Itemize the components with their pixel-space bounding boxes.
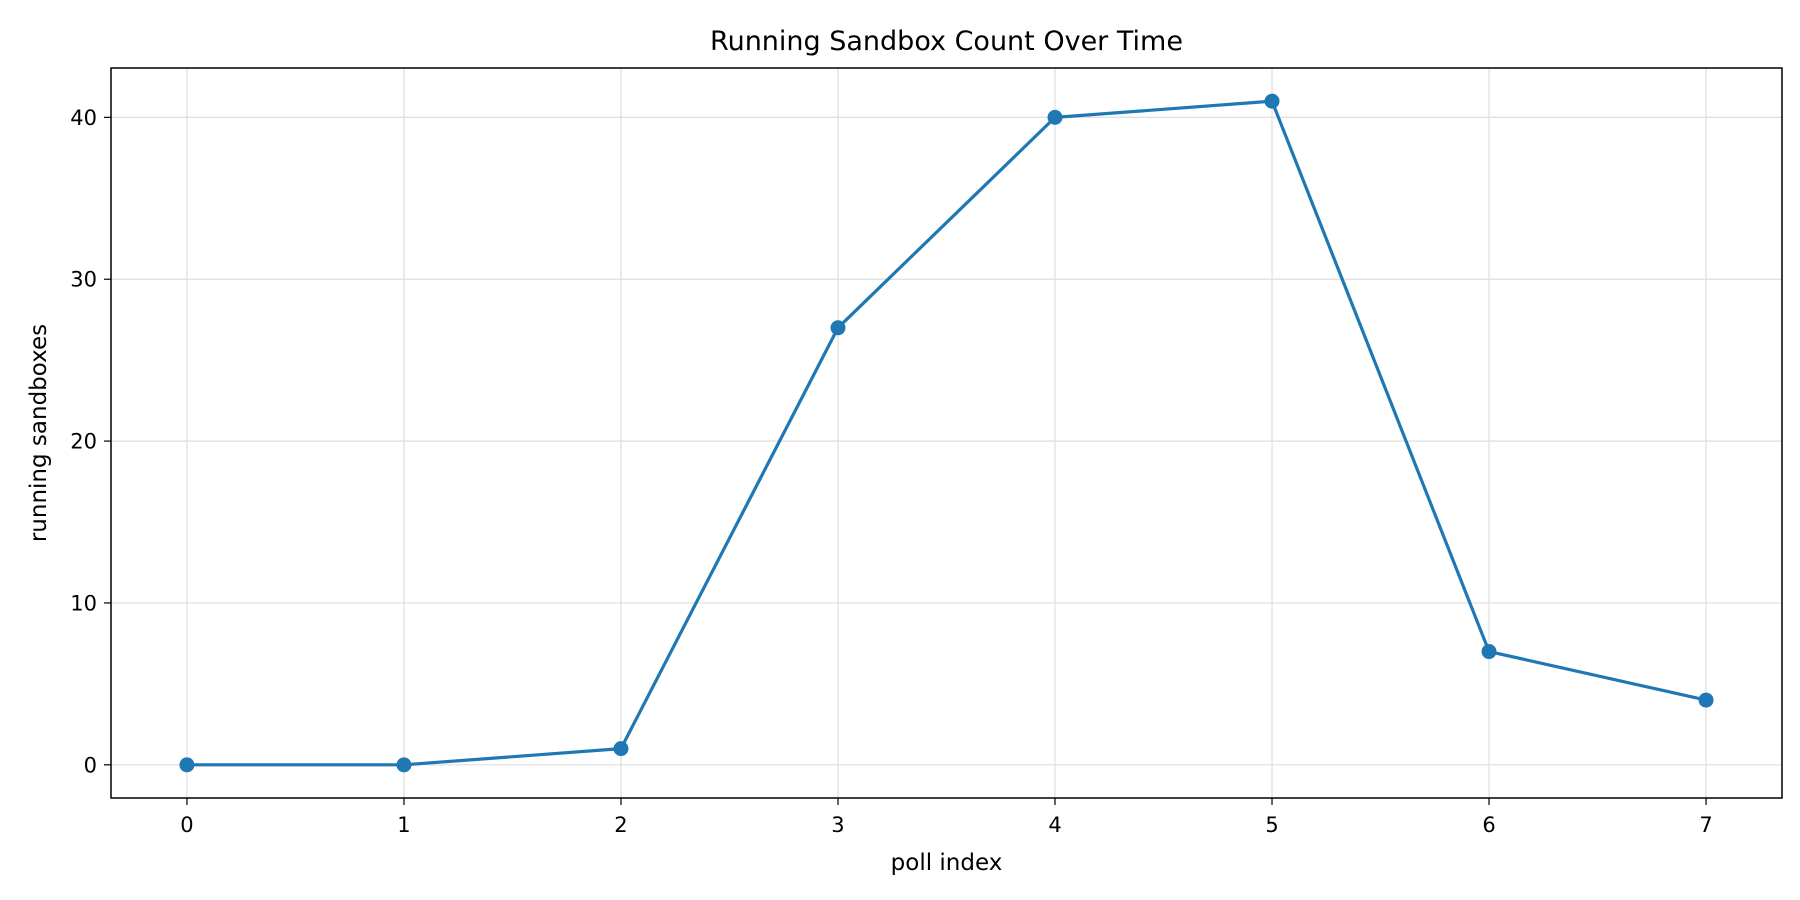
data-point bbox=[613, 741, 629, 757]
x-tick-label: 1 bbox=[397, 813, 410, 837]
x-tick-label: 5 bbox=[1265, 813, 1278, 837]
chart-title: Running Sandbox Count Over Time bbox=[710, 26, 1183, 57]
y-tick-label: 10 bbox=[70, 591, 97, 615]
y-tick-label: 40 bbox=[70, 106, 97, 130]
x-tick-label: 7 bbox=[1699, 813, 1712, 837]
x-axis-ticks: 0 1 2 3 4 5 6 7 bbox=[180, 798, 1713, 837]
plot-frame bbox=[110, 67, 1783, 799]
x-axis-label: poll index bbox=[891, 850, 1003, 876]
y-axis-label: running sandboxes bbox=[26, 324, 52, 542]
data-point bbox=[1264, 93, 1280, 109]
x-tick-label: 6 bbox=[1482, 813, 1495, 837]
y-tick-label: 0 bbox=[84, 753, 97, 777]
x-tick-label: 2 bbox=[614, 813, 627, 837]
data-point bbox=[396, 757, 412, 773]
series-line bbox=[185, 99, 1708, 767]
data-series bbox=[179, 93, 1714, 773]
x-tick-label: 3 bbox=[831, 813, 844, 837]
y-tick-label: 30 bbox=[70, 268, 97, 292]
x-tick-label: 0 bbox=[180, 813, 193, 837]
y-axis-ticks: 0 10 20 30 40 bbox=[70, 106, 111, 777]
y-tick-label: 20 bbox=[70, 430, 97, 454]
x-tick-label: 4 bbox=[1048, 813, 1061, 837]
data-point bbox=[1047, 109, 1063, 125]
data-point bbox=[1481, 644, 1497, 660]
data-point bbox=[830, 320, 846, 336]
data-point bbox=[1698, 692, 1714, 708]
data-point bbox=[179, 757, 195, 773]
